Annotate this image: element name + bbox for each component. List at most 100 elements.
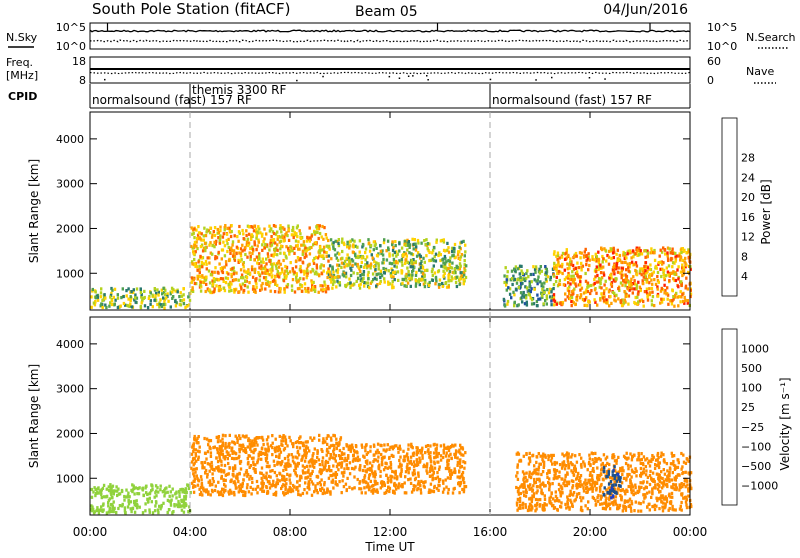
echo-cell (341, 471, 343, 474)
echo-cell (238, 490, 240, 493)
echo-cell (101, 510, 103, 513)
echo-cell (433, 443, 435, 446)
echo-cell (602, 257, 604, 260)
echo-cell (451, 250, 453, 253)
echo-cell (675, 484, 677, 487)
echo-cell (403, 284, 405, 287)
echo-cell (464, 250, 466, 253)
echo-cell (415, 245, 417, 248)
echo-cell (456, 464, 458, 467)
echo-cell (102, 502, 104, 505)
echo-cell (271, 434, 273, 437)
echo-cell (504, 304, 506, 307)
echo-cell (280, 287, 282, 290)
echo-cell (409, 477, 411, 480)
echo-cell (290, 261, 292, 264)
echo-cell (667, 271, 669, 274)
echo-cell (354, 254, 356, 257)
echo-cell (553, 283, 555, 286)
echo-cell (281, 475, 283, 478)
echo-cell (653, 271, 655, 274)
echo-cell (521, 300, 523, 303)
echo-cell (233, 457, 235, 460)
echo-cell (266, 442, 268, 445)
echo-cell (385, 474, 387, 477)
date-label: 04/Jun/2016 (603, 2, 688, 18)
echo-cell (625, 506, 627, 509)
echo-cell (265, 232, 267, 235)
echo-cell (650, 496, 652, 499)
echo-cell (408, 273, 410, 276)
echo-cell (566, 248, 568, 251)
echo-cell (407, 270, 409, 273)
echo-cell (589, 483, 591, 486)
echo-cell (561, 256, 563, 259)
echo-cell (285, 256, 287, 259)
echo-cell (364, 474, 366, 477)
echo-cell (546, 294, 548, 297)
echo-cell (224, 489, 226, 492)
echo-cell (536, 304, 538, 307)
echo-cell (397, 486, 399, 489)
echo-cell (283, 279, 285, 282)
echo-cell (247, 244, 249, 247)
echo-cell (558, 283, 560, 286)
echo-cell (585, 263, 587, 266)
echo-cell (574, 465, 576, 468)
echo-cell (370, 480, 372, 483)
echo-cell (261, 282, 263, 285)
echo-cell (455, 449, 457, 452)
echo-cell (647, 299, 649, 302)
echo-cell (136, 492, 138, 495)
echo-cell (401, 485, 403, 488)
echo-cell (274, 248, 276, 251)
echo-cell (685, 277, 687, 280)
echo-cell (602, 260, 604, 263)
echo-cell (649, 464, 651, 467)
echo-cell (328, 457, 330, 460)
echo-cell (289, 482, 291, 485)
echo-cell (304, 471, 306, 474)
echo-cell (351, 444, 353, 447)
nave-dip (589, 77, 591, 79)
echo-cell (221, 449, 223, 452)
echo-cell (608, 250, 610, 253)
echo-cell (564, 252, 566, 255)
echo-cell (591, 452, 593, 455)
echo-cell (199, 236, 201, 239)
echo-cell (263, 490, 265, 493)
echo-cell (379, 475, 381, 478)
echo-cell (311, 281, 313, 284)
echo-cell (576, 461, 578, 464)
echo-cell (367, 277, 369, 280)
echo-cell (111, 289, 113, 292)
echo-cell (218, 231, 220, 234)
echo-cell (127, 492, 129, 495)
echo-cell (657, 271, 659, 274)
echo-cell (637, 300, 639, 303)
echo-cell (210, 439, 212, 442)
echo-cell (97, 487, 99, 490)
echo-cell (539, 484, 541, 487)
echo-cell (117, 507, 119, 510)
echo-cell (434, 271, 436, 274)
echo-cell (376, 254, 378, 257)
colorbar-tick-label: 4 (741, 270, 748, 283)
echo-cell (308, 449, 310, 452)
echo-cell (302, 277, 304, 280)
echo-cell (585, 304, 587, 307)
echo-cell (197, 260, 199, 263)
echo-cell (340, 266, 342, 269)
echo-cell (239, 437, 241, 440)
echo-cell (318, 274, 320, 277)
echo-cell (666, 266, 668, 269)
echo-cell (185, 495, 187, 498)
echo-cell (666, 251, 668, 254)
echo-cell (438, 286, 440, 289)
nsky-label: N.Sky (6, 31, 38, 44)
echo-cell (292, 456, 294, 459)
nave-dip (412, 75, 414, 77)
echo-cell (580, 294, 582, 297)
echo-cell (378, 451, 380, 454)
echo-cell (417, 475, 419, 478)
